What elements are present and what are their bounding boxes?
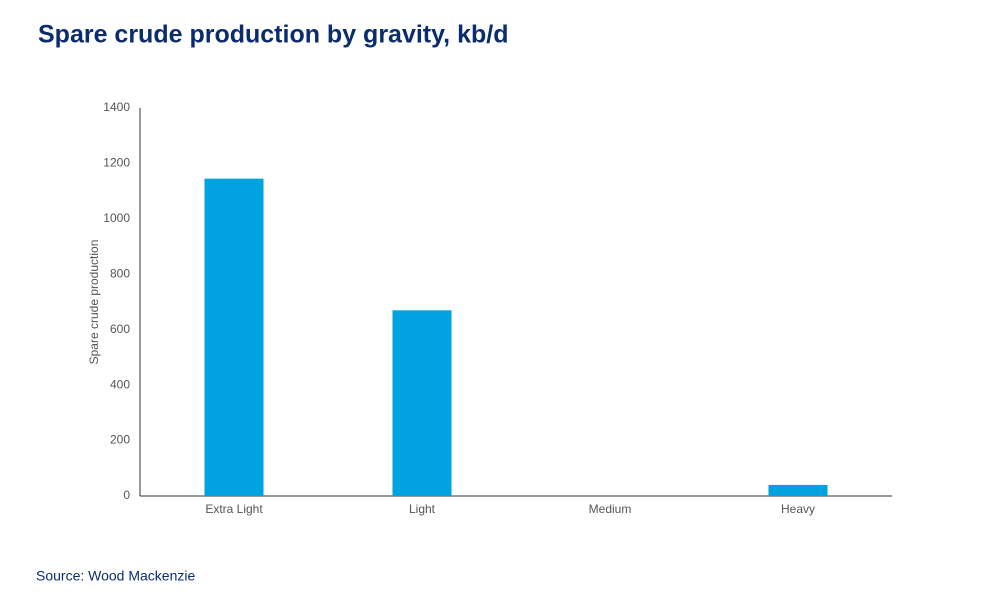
x-tick-label: Extra Light: [205, 502, 263, 516]
x-tick-label: Heavy: [781, 502, 815, 516]
y-tick-label: 200: [110, 433, 130, 447]
source: Source: Wood Mackenzie: [36, 568, 195, 584]
y-tick-label: 1400: [103, 100, 130, 114]
y-tick-label: 1000: [103, 211, 130, 225]
bar: [204, 178, 264, 496]
x-tick-label: Light: [409, 502, 436, 516]
y-tick-label: 400: [110, 377, 130, 391]
bar: [768, 484, 828, 496]
x-tick-label: Medium: [589, 502, 632, 516]
y-tick-label: 600: [110, 322, 130, 336]
y-axis-label: Spare crude production: [87, 240, 101, 365]
y-tick-label: 800: [110, 266, 130, 280]
chart-title: Spare crude production by gravity, kb/d: [38, 21, 508, 49]
y-tick-label: 1200: [103, 156, 130, 170]
bar: [392, 310, 452, 496]
y-tick-label: 0: [123, 488, 130, 502]
